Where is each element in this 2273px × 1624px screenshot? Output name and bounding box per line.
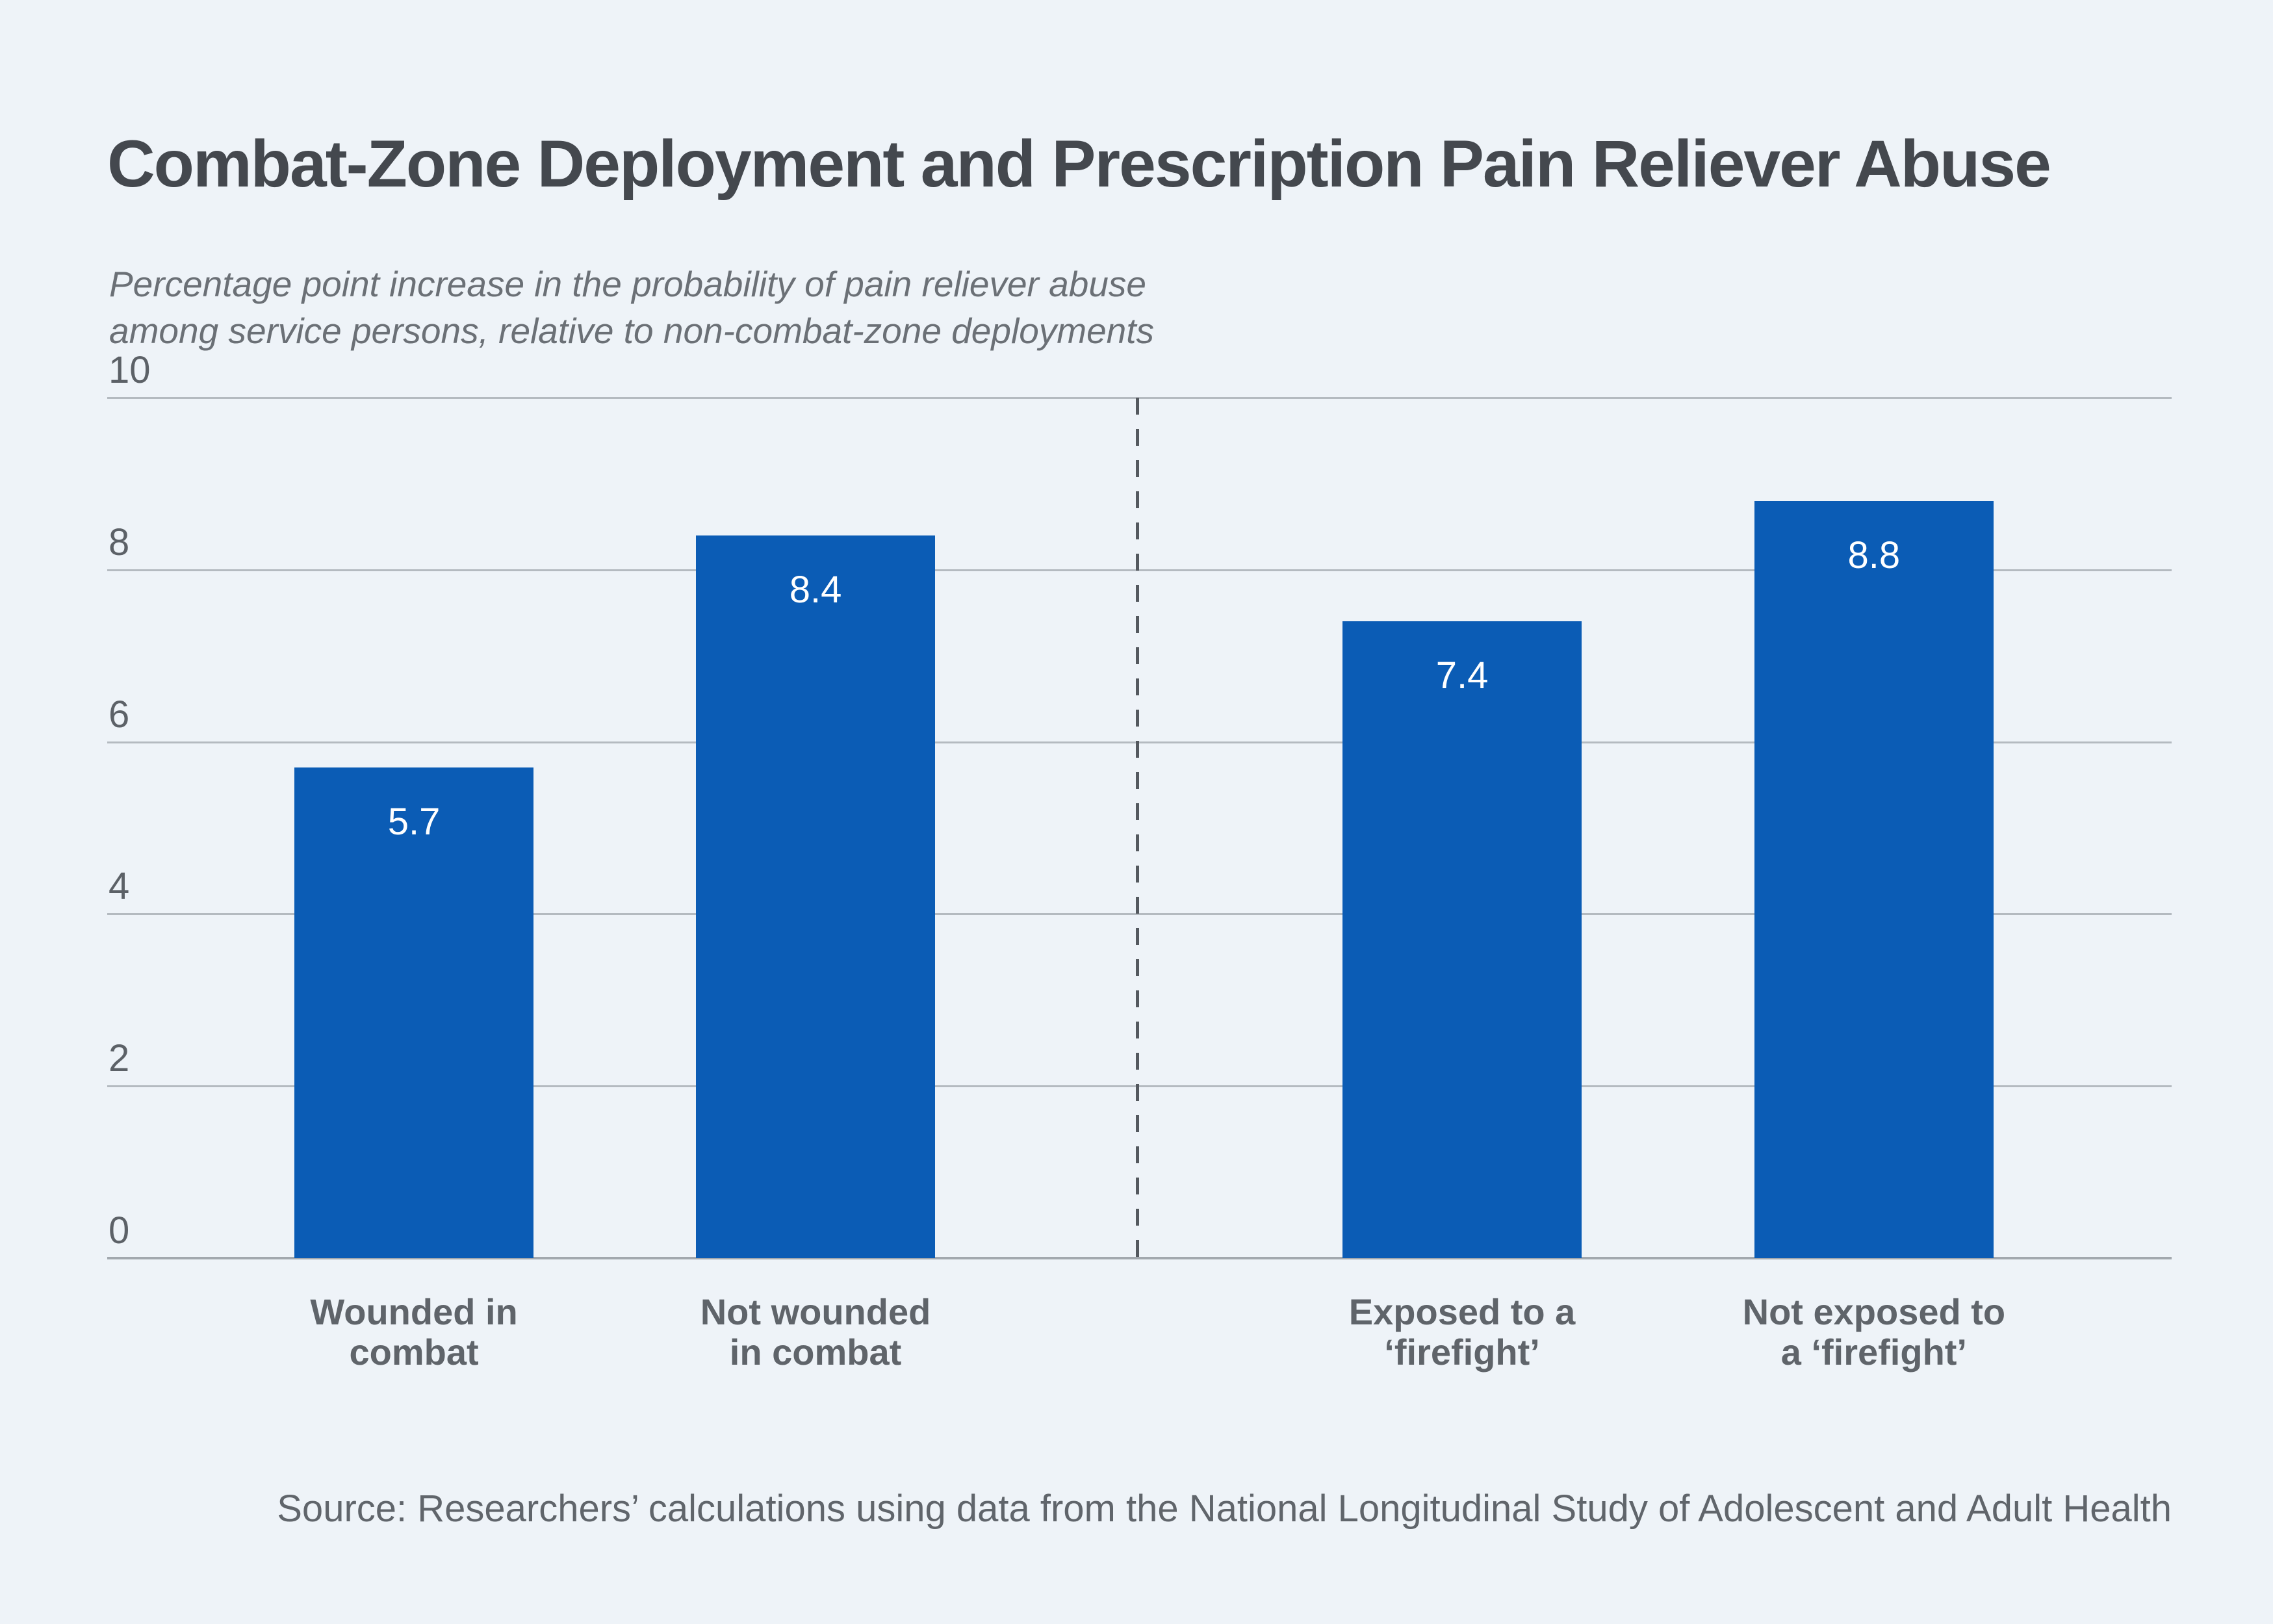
y-tick-label-6: 6 bbox=[109, 693, 130, 736]
gridline-y4 bbox=[107, 913, 2172, 916]
gridline-y10 bbox=[107, 397, 2172, 399]
y-tick-label-2: 2 bbox=[109, 1037, 130, 1080]
category-label-3: Not exposed to a ‘firefight’ bbox=[1742, 1291, 2006, 1373]
y-tick-label-8: 8 bbox=[109, 521, 130, 563]
bar-0: 5.7 bbox=[294, 767, 534, 1258]
y-tick-label-0: 0 bbox=[109, 1209, 130, 1252]
plot-area: 10 8 6 4 2 0 5.7 8.4 7.4 8.8 bbox=[107, 349, 2172, 1259]
bar-1: 8.4 bbox=[696, 535, 935, 1258]
group-divider-dashed-line bbox=[1136, 398, 1140, 1258]
y-tick-label-10: 10 bbox=[109, 349, 151, 391]
gridline-y2 bbox=[107, 1085, 2172, 1088]
bar-3: 8.8 bbox=[1754, 500, 1994, 1258]
chart-title: Combat-Zone Deployment and Prescription … bbox=[107, 127, 2051, 201]
y-tick-label-4: 4 bbox=[109, 865, 130, 908]
gridline-y8 bbox=[107, 569, 2172, 571]
category-label-1: Not wounded in combat bbox=[700, 1291, 931, 1373]
category-label-0: Wounded in combat bbox=[310, 1291, 518, 1373]
gridline-y6 bbox=[107, 741, 2172, 743]
source-note: Source: Researchers’ calculations using … bbox=[277, 1488, 2172, 1530]
bar-2: 7.4 bbox=[1342, 621, 1582, 1258]
bar-value-label-2: 7.4 bbox=[1435, 654, 1489, 697]
chart-subtitle: Percentage point increase in the probabi… bbox=[109, 264, 1155, 351]
x-axis-baseline bbox=[107, 1257, 2172, 1259]
bar-value-label-1: 8.4 bbox=[789, 568, 842, 611]
bar-value-label-0: 5.7 bbox=[387, 801, 441, 844]
category-label-2: Exposed to a ‘firefight’ bbox=[1348, 1291, 1576, 1373]
bar-value-label-3: 8.8 bbox=[1847, 534, 1901, 576]
